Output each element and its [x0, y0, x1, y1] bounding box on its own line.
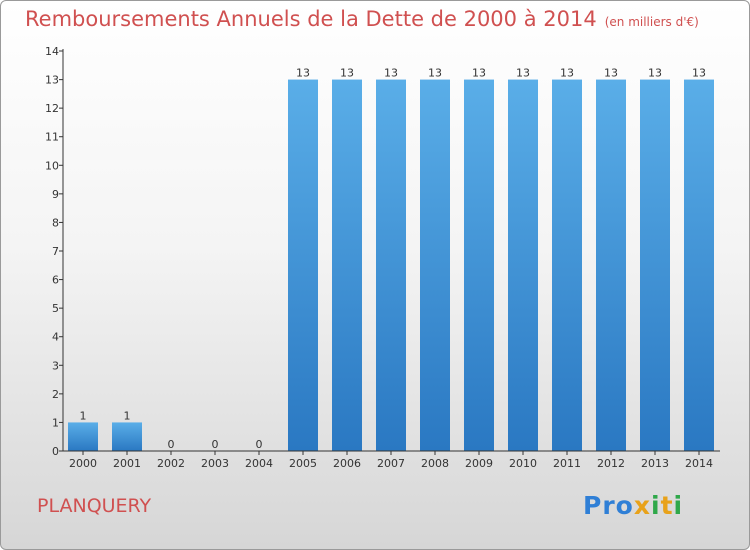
data-label: 13: [428, 67, 442, 80]
x-tick-label: 2004: [245, 457, 273, 470]
bar: [332, 79, 362, 452]
data-label: 0: [256, 438, 263, 451]
chart-unit: (en milliers d'€): [604, 15, 699, 29]
logo-letter-5: t: [660, 491, 674, 520]
bar: [552, 79, 582, 452]
y-tick-label: 13: [45, 74, 59, 87]
bar: [596, 79, 626, 452]
bar: [288, 79, 318, 452]
y-tick-label: 10: [45, 159, 59, 172]
x-tick-label: 2014: [685, 457, 713, 470]
data-label: 1: [80, 409, 87, 422]
y-tick-label: 5: [52, 302, 59, 315]
x-tick-label: 2007: [377, 457, 405, 470]
x-tick-label: 2008: [421, 457, 449, 470]
chart-title-block: Remboursements Annuels de la Dette de 20…: [25, 7, 699, 31]
bar: [508, 79, 538, 452]
data-label: 13: [692, 67, 706, 80]
bar: [376, 79, 406, 452]
x-tick-label: 2000: [69, 457, 97, 470]
y-tick-label: 8: [52, 216, 59, 229]
bar: [684, 79, 714, 452]
y-tick-label: 14: [45, 45, 59, 58]
data-labels-group: 1 1 0 0 0 13 13 13 13 13 13 13 13 13 13: [80, 67, 707, 451]
commune-name: PLANQUERY: [37, 495, 152, 517]
y-tick-label: 1: [52, 416, 59, 429]
x-axis: 2000 2001 2002 2003 2004 2005 2006 2007 2008 2009…: [63, 450, 720, 470]
y-tick-label: 4: [52, 331, 59, 344]
data-label: 13: [472, 67, 486, 80]
data-label: 13: [648, 67, 662, 80]
data-label: 13: [604, 67, 618, 80]
x-tick-label: 2010: [509, 457, 537, 470]
logo-letter-3: x: [633, 491, 651, 520]
x-tick-label: 2005: [289, 457, 317, 470]
y-tick-label: 2: [52, 388, 59, 401]
bar: [420, 79, 450, 452]
logo-letter-1: r: [602, 491, 616, 520]
logo-letter-0: P: [583, 491, 603, 520]
data-label: 0: [168, 438, 175, 451]
x-tick-label: 2002: [157, 457, 185, 470]
x-tick-label: 2009: [465, 457, 493, 470]
x-tick-label: 2001: [113, 457, 141, 470]
chart-title: Remboursements Annuels de la Dette de 20…: [25, 7, 597, 31]
data-label: 13: [296, 67, 310, 80]
y-tick-label: 9: [52, 188, 59, 201]
data-label: 13: [384, 67, 398, 80]
x-tick-label: 2003: [201, 457, 229, 470]
data-label: 1: [124, 409, 131, 422]
data-label: 0: [212, 438, 219, 451]
y-tick-label: 12: [45, 102, 59, 115]
proxiti-logo[interactable]: Proxiti: [583, 491, 683, 520]
y-tick-label: 0: [52, 445, 59, 458]
data-label: 13: [340, 67, 354, 80]
x-tick-label: 2012: [597, 457, 625, 470]
bar: [112, 422, 142, 451]
x-tick-label: 2011: [553, 457, 581, 470]
logo-letter-6: i: [673, 491, 684, 520]
y-tick-label: 7: [52, 245, 59, 258]
bar: [68, 422, 98, 451]
x-tick-label: 2013: [641, 457, 669, 470]
logo-letter-4: i: [651, 491, 661, 520]
data-label: 13: [560, 67, 574, 80]
y-tick-label: 6: [52, 274, 59, 287]
bar: [640, 79, 670, 452]
bars-group: [68, 79, 714, 452]
bar: [464, 79, 494, 452]
x-tick-label: 2006: [333, 457, 361, 470]
data-label: 13: [516, 67, 530, 80]
logo-letter-2: o: [615, 491, 634, 520]
y-tick-label: 11: [45, 131, 59, 144]
y-tick-label: 3: [52, 359, 59, 372]
